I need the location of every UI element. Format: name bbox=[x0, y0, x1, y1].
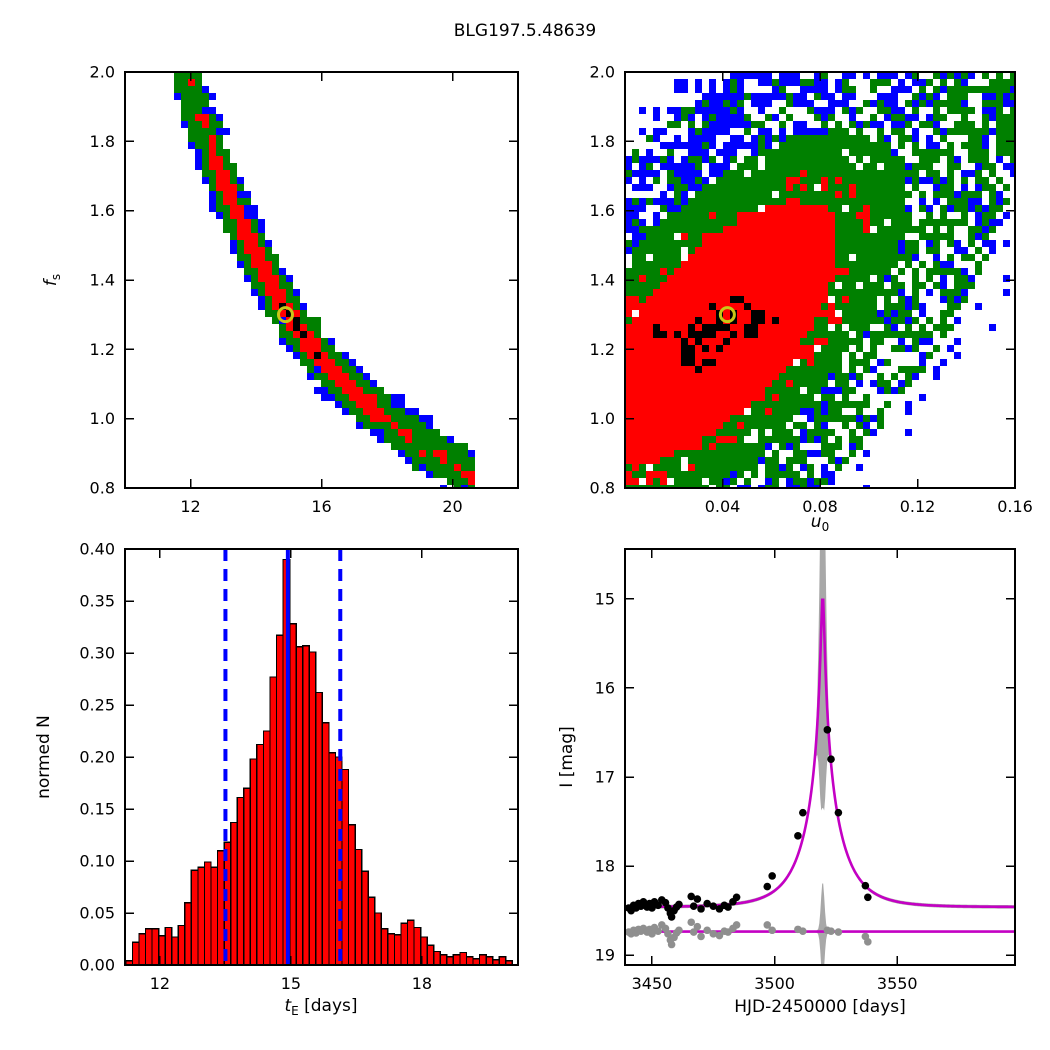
svg-text:15: 15 bbox=[595, 589, 615, 608]
panel-u0-fs-heatmap: 0.04 0.08 0.12 0.16 0.8 1.0 1.2 1.4 1.6 1.8 2.0 bbox=[590, 63, 1033, 517]
svg-text:0.25: 0.25 bbox=[79, 696, 115, 715]
svg-text:1.2: 1.2 bbox=[590, 340, 615, 359]
svg-text:0.04: 0.04 bbox=[705, 497, 741, 516]
panel-te-fs-heatmap: 12 16 20 0.8 1.0 1.2 1.4 1.6 1.8 2.0 bbox=[90, 63, 519, 516]
svg-text:20: 20 bbox=[442, 497, 462, 516]
svg-text:1.6: 1.6 bbox=[590, 201, 615, 220]
svg-text:3500: 3500 bbox=[754, 974, 795, 993]
svg-text:0.40: 0.40 bbox=[79, 540, 115, 559]
svg-text:2.0: 2.0 bbox=[590, 63, 615, 82]
svg-text:0.12: 0.12 bbox=[900, 497, 936, 516]
u0-label-sub: 0 bbox=[821, 520, 830, 535]
te-label-main: t bbox=[284, 995, 292, 1016]
panel-lightcurve: 3450 3500 3550 15 16 17 18 19 bbox=[595, 548, 1016, 993]
svg-text:0.30: 0.30 bbox=[79, 644, 115, 663]
svg-text:12: 12 bbox=[150, 974, 170, 993]
svg-text:3550: 3550 bbox=[877, 974, 918, 993]
fs-label-sub: s bbox=[49, 273, 64, 281]
te-label-sub: E bbox=[291, 1004, 299, 1019]
svg-text:16: 16 bbox=[595, 678, 615, 697]
te-label-units: [days] bbox=[298, 995, 358, 1016]
u0-label-main: u bbox=[810, 511, 822, 532]
svg-text:0.08: 0.08 bbox=[802, 497, 838, 516]
svg-text:12: 12 bbox=[180, 497, 200, 516]
svg-text:1.6: 1.6 bbox=[90, 201, 115, 220]
svg-text:0.16: 0.16 bbox=[997, 497, 1033, 516]
panel-te-histogram: 12 15 18 0.00 0.05 0.10 0.15 0.20 0.25 0.30 0.35 0.… bbox=[79, 540, 519, 993]
svg-text:0.20: 0.20 bbox=[79, 748, 115, 767]
fs-label-main: f bbox=[40, 280, 61, 287]
imag-axis-label: I [mag] bbox=[557, 726, 577, 788]
figure-title: BLG197.5.48639 bbox=[453, 21, 597, 41]
svg-text:0.35: 0.35 bbox=[79, 592, 115, 611]
svg-text:18: 18 bbox=[412, 974, 432, 993]
svg-text:19: 19 bbox=[595, 946, 615, 965]
hjd-axis-label: HJD-2450000 [days] bbox=[734, 997, 906, 1017]
svg-text:1.4: 1.4 bbox=[90, 271, 115, 290]
svg-text:1.8: 1.8 bbox=[90, 132, 115, 151]
svg-text:0.05: 0.05 bbox=[79, 904, 115, 923]
svg-text:17: 17 bbox=[595, 768, 615, 787]
svg-text:2.0: 2.0 bbox=[90, 63, 115, 82]
svg-text:0.8: 0.8 bbox=[90, 479, 115, 498]
svg-text:1.2: 1.2 bbox=[90, 340, 115, 359]
svg-text:18: 18 bbox=[595, 857, 615, 876]
svg-text:15: 15 bbox=[281, 974, 301, 993]
svg-text:0.15: 0.15 bbox=[79, 800, 115, 819]
svg-text:0.10: 0.10 bbox=[79, 852, 115, 871]
svg-text:1.0: 1.0 bbox=[90, 409, 115, 428]
svg-text:0.00: 0.00 bbox=[79, 956, 115, 975]
te-axis-label: tE [days] bbox=[284, 996, 357, 1018]
normed-n-axis-label: normed N bbox=[34, 715, 54, 799]
svg-text:0.8: 0.8 bbox=[590, 479, 615, 498]
u0-axis-label: u0 bbox=[811, 512, 829, 534]
fs-axis-label: fs bbox=[41, 274, 63, 286]
svg-text:1.4: 1.4 bbox=[590, 271, 615, 290]
svg-text:1.8: 1.8 bbox=[590, 132, 615, 151]
svg-text:3450: 3450 bbox=[632, 974, 673, 993]
svg-text:16: 16 bbox=[311, 497, 331, 516]
svg-text:1.0: 1.0 bbox=[590, 409, 615, 428]
